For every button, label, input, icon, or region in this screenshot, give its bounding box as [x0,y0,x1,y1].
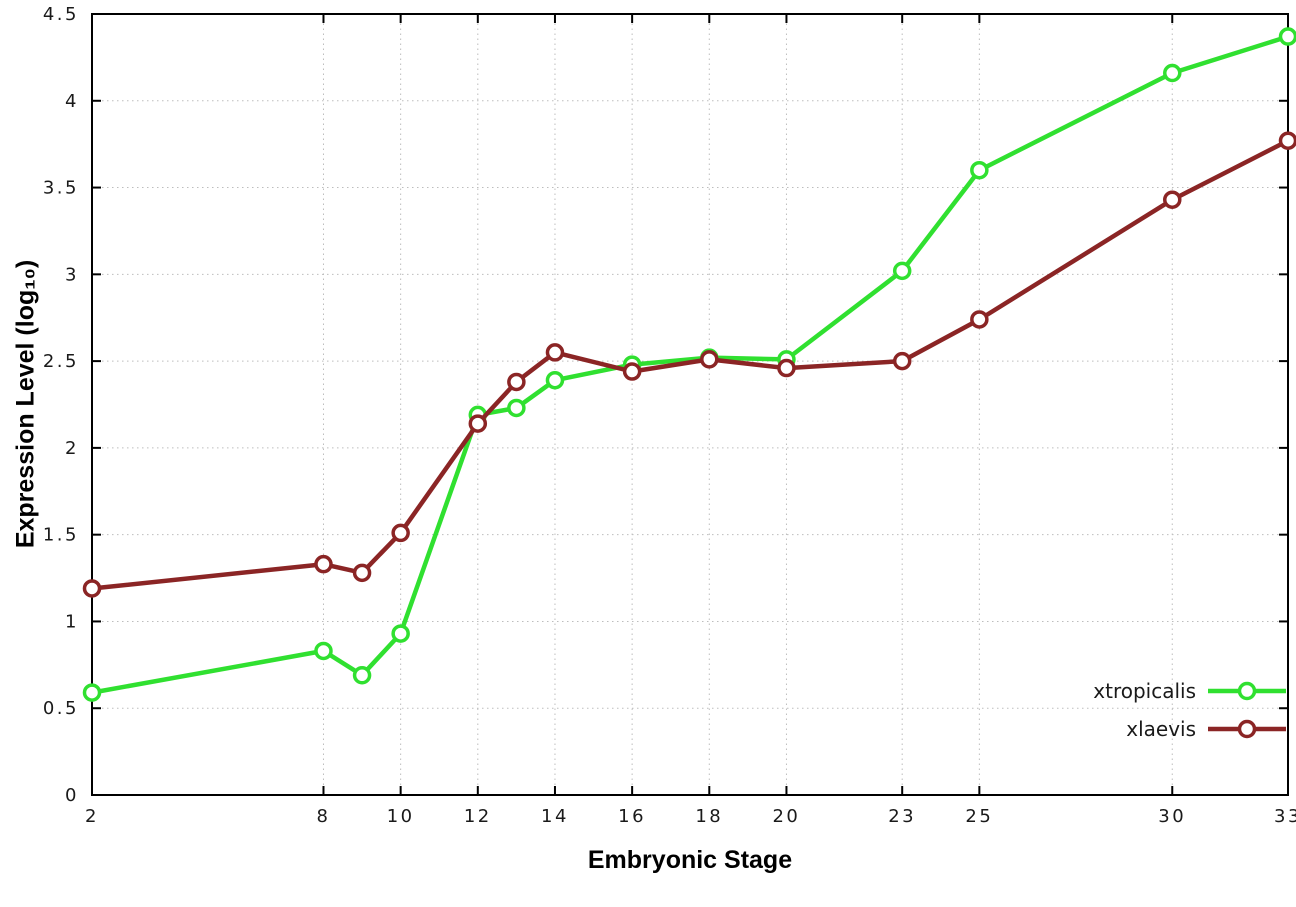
x-tick-label: 12 [464,806,492,827]
x-tick-label: 2 [85,806,99,827]
x-tick-label: 10 [387,806,415,827]
tick-labels: 2 8 10 12 14 16 18 20 23 25 30 33 0 0.5 1 1.5 2 2.5 3 3.5 4 4… [43,4,1296,827]
data-point [1278,131,1296,150]
y-tick-label: 3.5 [43,178,79,199]
x-tick-label: 25 [965,806,993,827]
legend-sample-marker [1237,719,1257,739]
data-point [391,523,410,543]
plot-border [91,13,1289,796]
data-point [622,362,642,381]
y-tick-label: 0.5 [43,698,79,719]
y-tick-label: 1 [65,611,79,632]
data-point [700,350,719,369]
data-point [82,579,102,598]
data-point [1163,190,1182,209]
data-point [391,624,410,643]
data-point [352,563,372,583]
data-point [468,414,488,433]
y-tick-label: 1.5 [43,525,79,546]
legend-sample-marker [1237,681,1257,701]
x-tick-label: 23 [888,806,916,827]
tick-marks [91,13,1289,796]
data-point [545,343,565,362]
x-tick-label: 8 [317,806,331,827]
data-point [777,358,796,378]
legend-label: xlaevis [1126,717,1196,741]
x-tick-label: 30 [1158,806,1186,827]
series-line [89,138,1291,591]
x-tick-label: 16 [618,806,646,827]
data-point [970,310,989,329]
data-point [1278,27,1296,46]
legend-entry-xlaevis: xlaevis [1126,717,1286,741]
data-point [507,398,526,418]
legend: xtropicalis xlaevis [1093,679,1286,741]
series-line [89,34,1291,695]
x-tick-label: 33 [1274,806,1296,827]
y-tick-label: 2.5 [43,351,79,372]
data-point [314,641,333,661]
y-tick-label: 4 [65,91,79,112]
y-tick-label: 2 [65,438,79,459]
series-xlaevis [82,131,1296,598]
legend-label: xtropicalis [1093,679,1196,703]
data-point [970,160,989,180]
data-point [507,372,526,392]
x-tick-label: 14 [541,806,569,827]
data-point [892,351,912,371]
data-point [545,370,565,390]
grid [91,13,1289,796]
x-tick-label: 20 [772,806,800,827]
y-axis-title: Expression Level (log₁₀) [11,259,40,549]
data-point [82,683,102,702]
data-point [1163,63,1182,83]
data-point [892,261,912,281]
y-tick-label: 4.5 [43,4,79,25]
legend-entry-xtropicalis: xtropicalis [1093,679,1286,703]
data-point [314,554,333,574]
y-tick-label: 3 [65,264,79,285]
x-tick-label: 18 [695,806,723,827]
x-axis-title: Embryonic Stage [587,846,793,874]
y-tick-label: 0 [65,785,79,806]
data-point [352,665,372,685]
